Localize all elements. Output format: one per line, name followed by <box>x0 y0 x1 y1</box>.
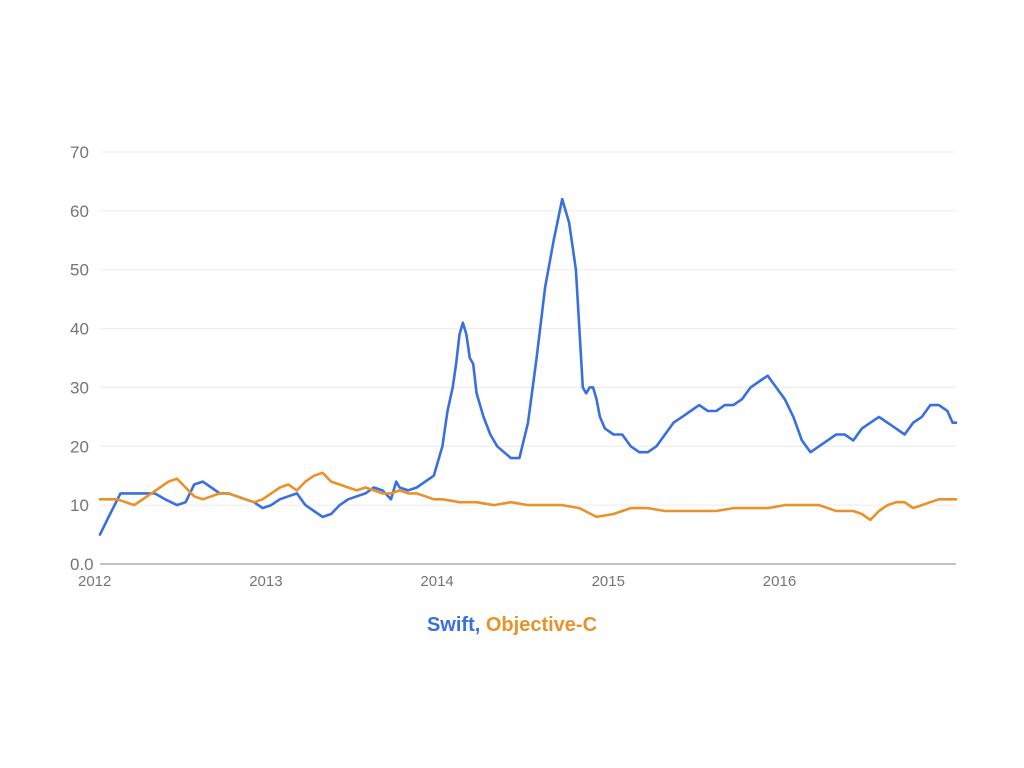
series-line-objective-c <box>98 471 958 522</box>
x-tick-label: 2013 <box>249 573 282 590</box>
y-tick-label: 30 <box>70 378 89 397</box>
y-tick-label: 50 <box>70 261 89 280</box>
y-tick-label: 10 <box>70 496 89 515</box>
y-tick-label: 60 <box>70 202 89 221</box>
x-tick-label: 2016 <box>763 573 796 590</box>
y-tick-label: 70 <box>70 143 89 162</box>
legend-item-objective-c: Objective-C <box>485 614 598 636</box>
y-tick-label: 20 <box>70 437 89 456</box>
x-tick-label: 2012 <box>78 573 111 590</box>
series-lines <box>98 197 958 536</box>
gridlines <box>100 151 956 565</box>
x-tick-label: 2015 <box>592 573 625 590</box>
legend: Swift, Objective-C <box>0 614 1024 637</box>
y-tick-label: 0.0 <box>70 555 94 574</box>
y-tick-label: 40 <box>70 320 89 339</box>
y-axis-ticks: 0.0 10 20 30 40 50 60 70 <box>70 143 94 574</box>
series-line-swift <box>98 197 958 536</box>
x-axis-ticks: 2012 2013 2014 2015 2016 <box>78 573 796 590</box>
x-tick-label: 2014 <box>420 573 453 590</box>
legend-item-swift: Swift, <box>426 614 481 636</box>
